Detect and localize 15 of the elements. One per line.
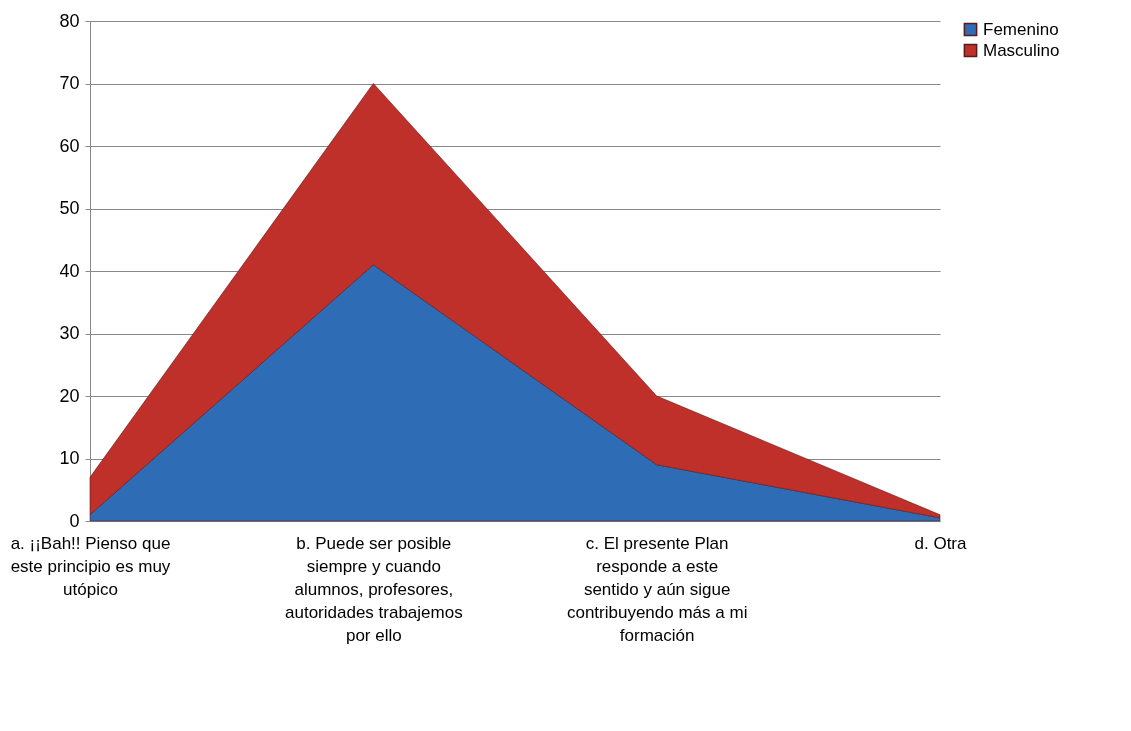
legend-label: Masculino [983,40,1060,60]
y-tick-label: 50 [59,198,80,218]
y-tick-label: 0 [69,510,80,531]
x-tick-label: c. El presente Plan responde a este sentido y aún sigue contribuyendo más a mi formación [566,533,748,645]
x-tick-label: d. Otra [914,533,968,553]
legend-label: Femenino [983,19,1059,39]
y-tick-label: 40 [59,260,80,281]
y-tick-label: 60 [59,135,80,156]
y-tick-label: 80 [59,10,80,31]
y-tick-label: 30 [59,323,80,343]
y-tick-label: 20 [59,385,80,406]
y-tick-label: 10 [59,448,80,468]
x-tick-label: b. Puede ser posible siempre y cuando alumnos, profesores, autoridades trabajemos por ello [285,533,463,645]
y-tick-label: 70 [59,73,80,93]
x-tick-label: a. ¡¡Bah!! Pienso que este principio es muy utópico [10,533,171,599]
